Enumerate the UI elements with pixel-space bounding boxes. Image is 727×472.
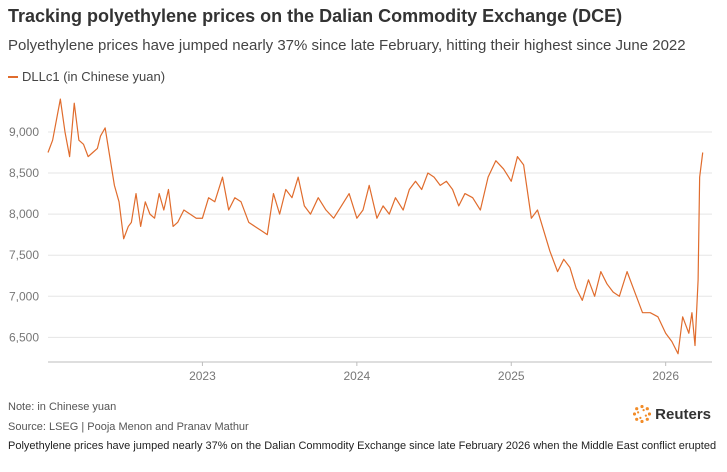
- y-tick-label: 8,000: [9, 207, 39, 221]
- reuters-logo-dot: [635, 407, 639, 411]
- chart-caption: Polyethylene prices have jumped nearly 3…: [8, 440, 717, 452]
- legend: DLLc1 (in Chinese yuan): [8, 69, 165, 84]
- reuters-logo-dot: [639, 416, 642, 419]
- chart-note: Note: in Chinese yuan: [8, 401, 117, 413]
- reuters-logo-dot: [640, 419, 644, 423]
- reuters-logo-dot: [645, 417, 650, 421]
- x-tick-label: 2025: [498, 369, 525, 383]
- chart-title: Tracking polyethylene prices on the Dali…: [8, 6, 623, 26]
- brand-name: Reuters: [655, 405, 711, 423]
- reuters-logo: Reuters: [633, 405, 711, 423]
- x-tick-label: 2023: [189, 369, 216, 383]
- y-tick-label: 8,500: [9, 166, 39, 180]
- reuters-logo-dot: [642, 409, 645, 412]
- y-tick-label: 9,000: [9, 125, 39, 139]
- grid-lines: [48, 131, 712, 338]
- reuters-logo-dot: [644, 414, 648, 417]
- reuters-logo-icon: [633, 405, 652, 423]
- reuters-logo-dot: [633, 412, 637, 416]
- y-tick-label: 7,000: [9, 289, 39, 303]
- legend-label: DLLc1 (in Chinese yuan): [22, 69, 166, 84]
- legend-swatch: [8, 75, 18, 78]
- x-tick-label: 2024: [343, 369, 370, 383]
- reuters-logo-dot: [635, 417, 639, 421]
- series-line-0: [47, 98, 704, 355]
- x-axis-ticks: 2023 2024 2025 2026: [189, 362, 679, 383]
- chart-subtitle: Polyethylene prices have jumped nearly 3…: [8, 37, 686, 54]
- y-tick-label: 6,500: [9, 330, 39, 344]
- y-tick-label: 7,500: [9, 248, 39, 262]
- reuters-logo-dot: [637, 411, 640, 414]
- chart-source: Source: LSEG | Pooja Menon and Pranav Ma…: [8, 421, 249, 433]
- y-axis-ticks: 6,500 7,000 7,500 8,000 8,500 9,000: [9, 125, 39, 344]
- x-tick-label: 2026: [652, 369, 679, 383]
- reuters-logo-dot: [648, 412, 652, 416]
- reuters-logo-dot: [640, 405, 644, 409]
- series-layer: [47, 98, 704, 355]
- reuters-logo-dot: [645, 407, 650, 411]
